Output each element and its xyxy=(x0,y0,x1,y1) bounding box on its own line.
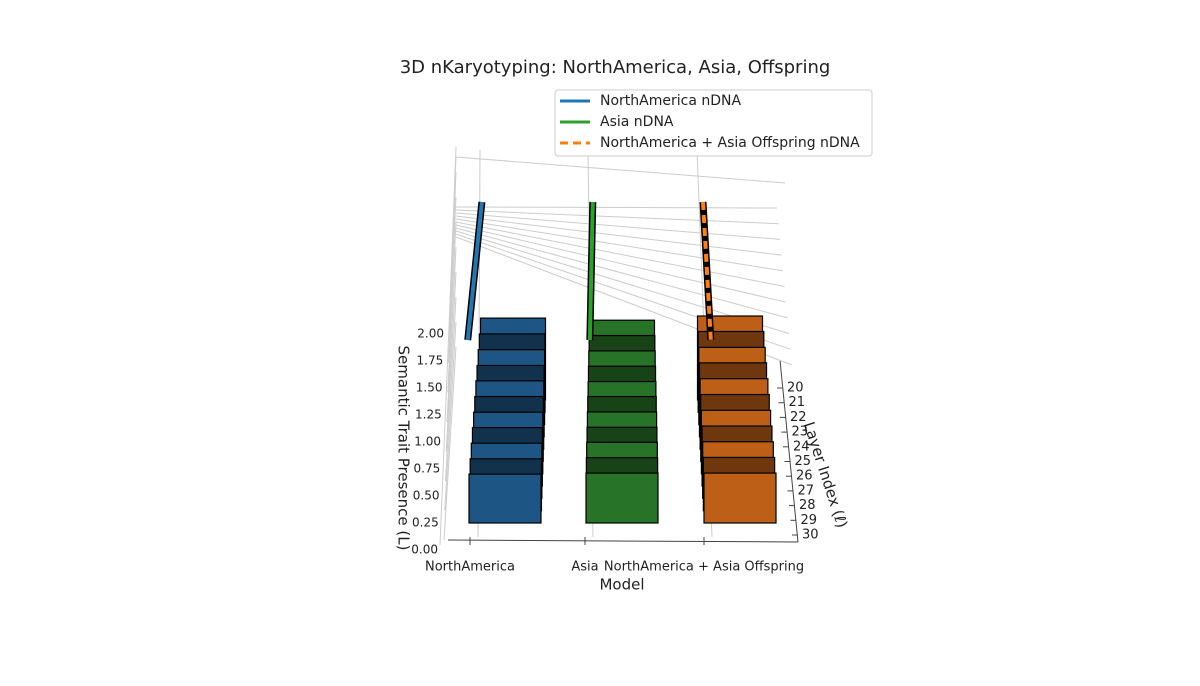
grid-line xyxy=(445,296,457,482)
grid-line xyxy=(455,212,781,240)
bar xyxy=(703,472,777,524)
y-tick-label: 24 xyxy=(793,439,810,454)
y-tick-label: 27 xyxy=(798,483,815,498)
bar-group xyxy=(585,319,659,524)
legend-label: Asia nDNA xyxy=(600,114,674,130)
y-tick-label: 23 xyxy=(792,425,809,440)
legend: NorthAmerica nDNA Asia nDNA NorthAmerica +… xyxy=(554,89,873,157)
grid-line xyxy=(455,227,788,319)
legend-label: NorthAmerica + Asia Offspring nDNA xyxy=(600,135,860,151)
grid-line xyxy=(444,321,457,511)
grid-line xyxy=(449,146,457,305)
grid-line xyxy=(455,215,782,256)
y-tick-label: 26 xyxy=(796,469,813,484)
z-tick-label: 0.25 xyxy=(412,516,439,530)
x-axis-label: Model xyxy=(599,576,644,594)
z-tick-label: 2.00 xyxy=(417,327,444,341)
z-axis-label: Semantic Trait Presence (L) xyxy=(395,346,413,551)
z-tick-label: 0.00 xyxy=(411,543,438,557)
series-line xyxy=(465,201,484,341)
y-axis xyxy=(779,359,799,543)
legend-label: NorthAmerica nDNA xyxy=(600,93,741,109)
y-tick-label: 25 xyxy=(795,454,812,469)
x-axis xyxy=(447,539,799,543)
bar-group xyxy=(468,317,547,524)
series-line xyxy=(587,201,595,341)
grid-line xyxy=(448,196,457,364)
z-tick-label: 1.50 xyxy=(416,381,443,395)
pane-edge xyxy=(455,156,786,184)
grid-line xyxy=(445,271,457,452)
y-tick-label: 28 xyxy=(799,498,816,513)
bar xyxy=(468,473,542,524)
grid-line xyxy=(447,221,457,393)
chart-title: 3D nKaryotyping: NorthAmerica, Asia, Off… xyxy=(400,57,831,78)
grid-line xyxy=(455,209,779,225)
y-tick-label: 20 xyxy=(787,381,804,396)
x-tick-label: NorthAmerica + Asia Offspring xyxy=(604,560,804,575)
bar-group xyxy=(696,315,777,524)
grid-line xyxy=(455,218,784,272)
z-tick-label: 0.50 xyxy=(413,489,440,503)
z-tick-label: 1.00 xyxy=(414,435,441,449)
grid-line xyxy=(455,221,785,287)
series-line xyxy=(701,201,713,341)
y-tick-label: 30 xyxy=(802,528,819,543)
grid-line xyxy=(448,171,457,334)
z-tick-label: 1.25 xyxy=(415,408,442,422)
x-tick-label: NorthAmerica xyxy=(425,560,515,575)
legend-box xyxy=(554,89,873,157)
x-tick-label: Asia xyxy=(571,560,598,575)
z-tick-label: 1.75 xyxy=(417,354,444,368)
y-tick-label: 29 xyxy=(801,513,818,528)
bar xyxy=(585,472,659,524)
z-tick-label: 0.75 xyxy=(414,462,441,476)
grid-line xyxy=(443,346,457,541)
grid-line xyxy=(455,206,778,209)
y-tick-label: 21 xyxy=(789,395,806,410)
grid-line xyxy=(446,246,457,423)
grid-line xyxy=(455,224,787,303)
y-tick-label: 22 xyxy=(790,410,807,425)
